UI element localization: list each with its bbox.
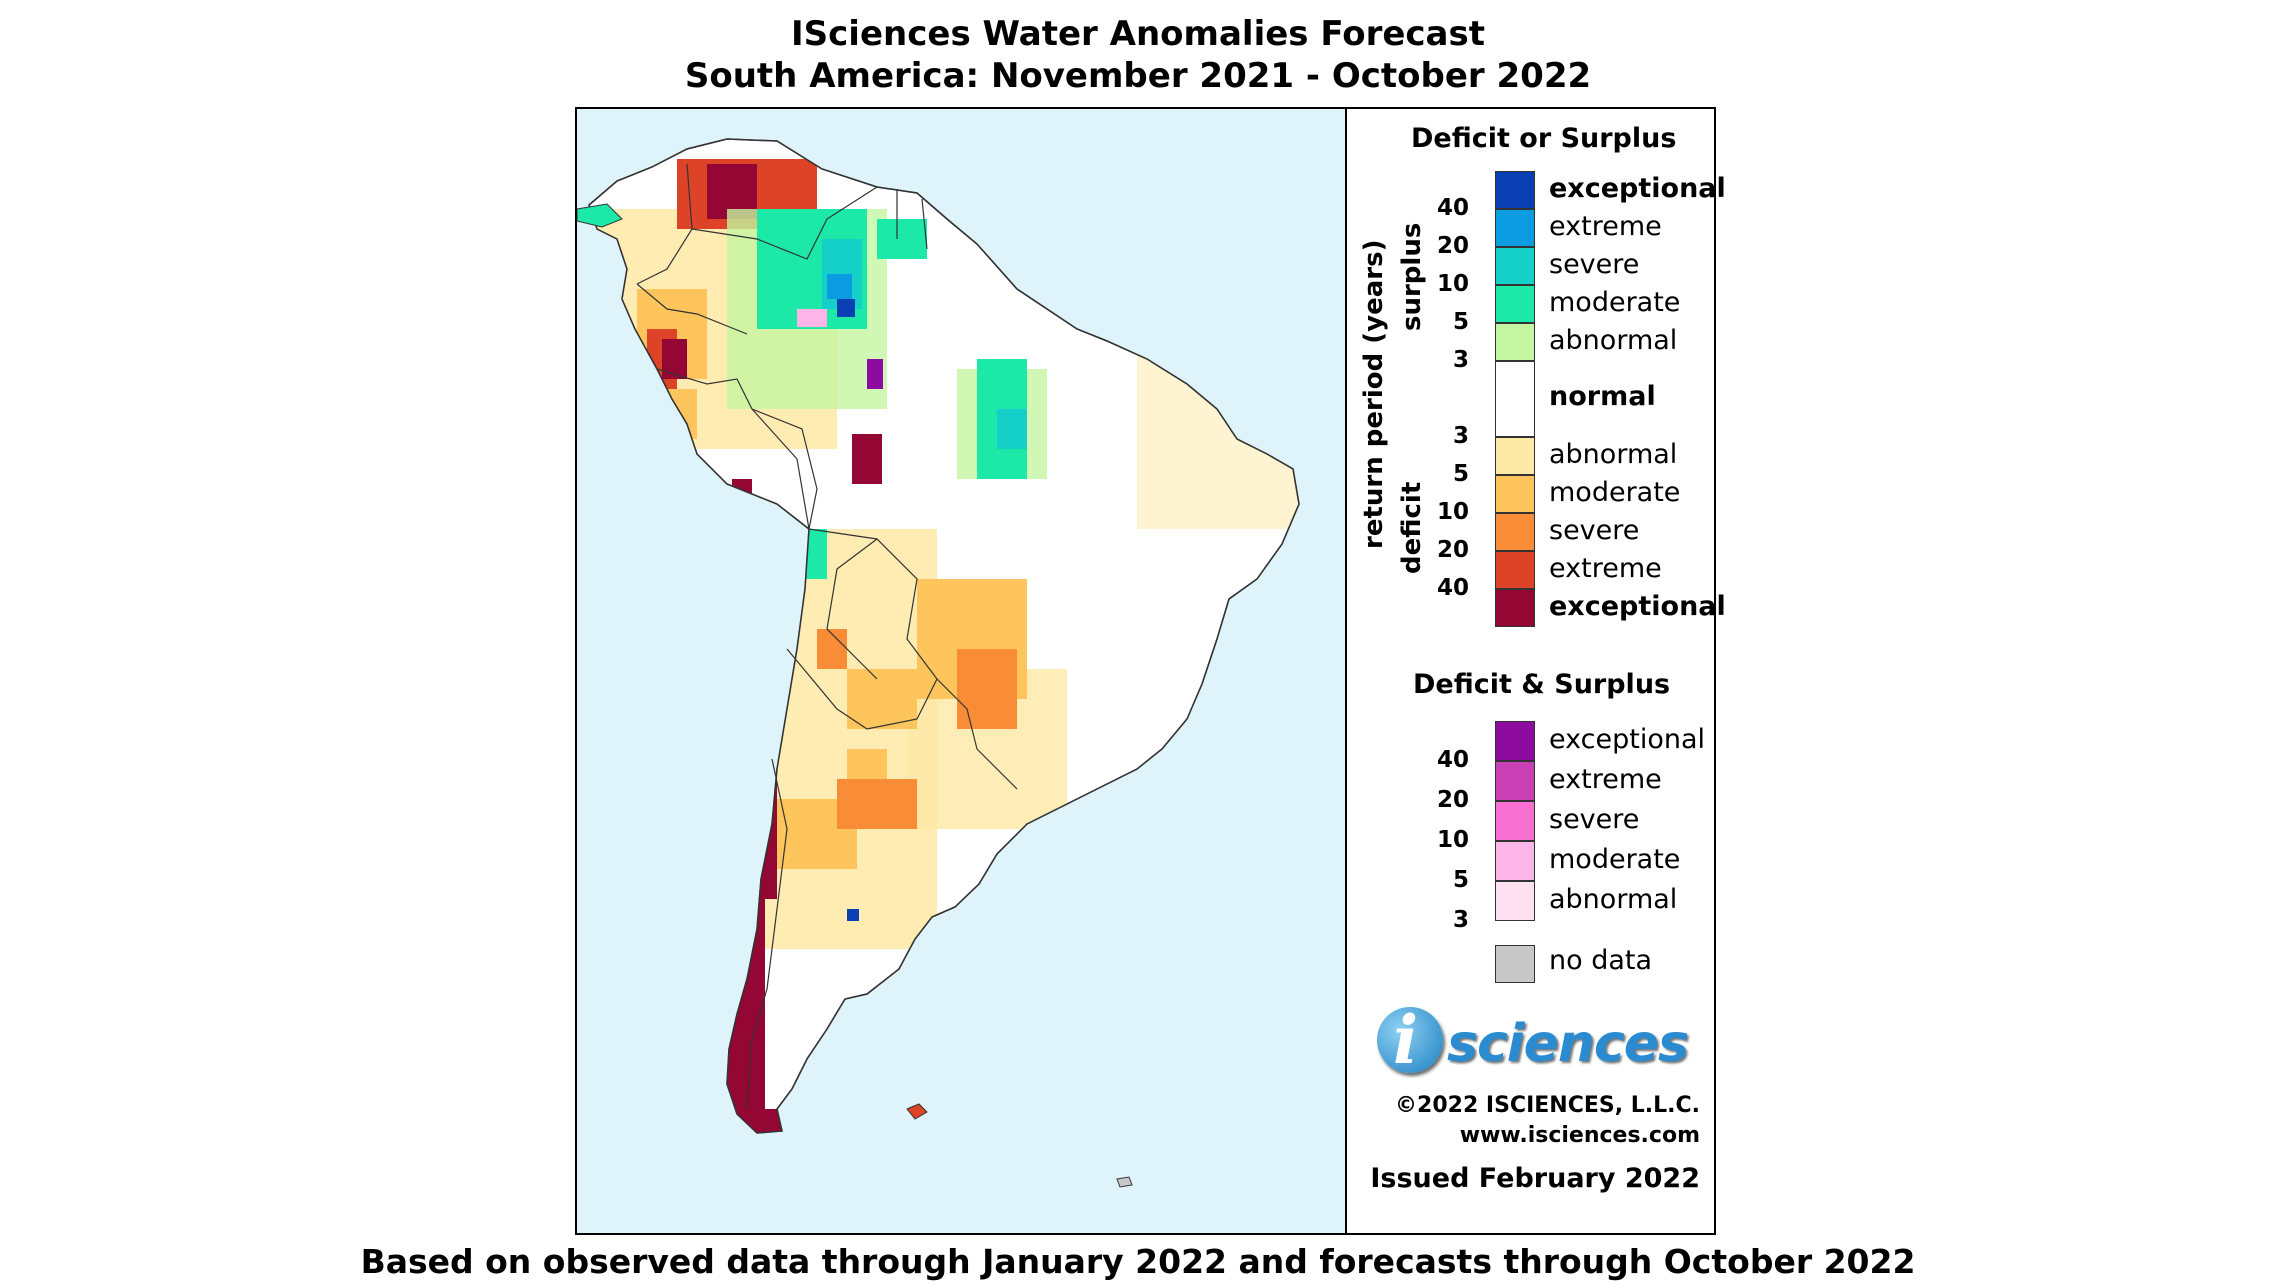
legend-heading-deficit-and-surplus: Deficit & Surplus [1413,669,1671,700]
deficit-swatch-extreme [1495,551,1535,589]
both-swatch-moderate [1495,841,1535,881]
both-swatch-abnormal [1495,881,1535,921]
surplus-tick-5: 5 [1452,309,1469,335]
both-label-severe: severe [1549,804,1640,835]
deficit-tick-5: 5 [1452,461,1469,487]
surplus-label-severe: severe [1549,249,1640,280]
legend-heading-deficit-or-surplus: Deficit or Surplus [1411,123,1677,154]
copyright: ©2022 ISCIENCES, L.L.C. [1395,1093,1700,1118]
deficit-tick-10: 10 [1436,499,1469,525]
surplus-tick-20: 20 [1436,233,1469,259]
deficit-tick-3: 3 [1452,423,1469,449]
figure-frame: Deficit or Surplus return period (years)… [575,107,1726,1235]
deficit-label: deficit [1397,481,1427,574]
map-subtitle: South America: November 2021 - October 2… [684,56,1592,96]
normal-swatch [1495,361,1535,437]
deficit-swatch-severe [1495,513,1535,551]
surplus-label-extreme: extreme [1549,211,1662,242]
deficit-tick-40: 40 [1436,575,1469,601]
website: www.isciences.com [1459,1123,1700,1148]
no-data-label: no data [1549,945,1653,976]
map-title: ISciences Water Anomalies Forecast [791,14,1485,54]
footer-note: Based on observed data through January 2… [360,1242,1916,1281]
both-swatch-extreme [1495,761,1535,801]
deficit-label-exceptional: exceptional [1549,591,1726,622]
deficit-label-moderate: moderate [1549,477,1681,508]
logo-i: i [1393,1001,1419,1079]
surplus-tick-40: 40 [1436,195,1469,221]
both-tick-10: 10 [1436,827,1469,853]
surplus-swatch-severe [1495,247,1535,285]
deficit-swatch-abnormal [1495,437,1535,475]
country-borders [636,163,1018,1110]
both-label-moderate: moderate [1549,844,1681,875]
both-tick-5: 5 [1452,867,1469,893]
axis-label-return-period: return period (years) [1359,239,1389,549]
deficit-tick-20: 20 [1436,537,1469,563]
both-tick-3: 3 [1452,907,1469,933]
surplus-swatch-moderate [1495,285,1535,323]
surplus-swatch-exceptional [1495,171,1535,209]
surplus-label-abnormal: abnormal [1549,325,1678,356]
surplus-tick-3: 3 [1452,347,1469,373]
both-tick-40: 40 [1436,747,1469,773]
deficit-label-abnormal: abnormal [1549,439,1678,470]
deficit-label-severe: severe [1549,515,1640,546]
both-label-abnormal: abnormal [1549,884,1678,915]
both-tick-20: 20 [1436,787,1469,813]
map-canvas [577,138,1300,1188]
issued-date: Issued February 2022 [1370,1163,1700,1194]
deficit-label-extreme: extreme [1549,553,1662,584]
surplus-tick-10: 10 [1436,271,1469,297]
both-label-extreme: extreme [1549,764,1662,795]
surplus-label-exceptional: exceptional [1549,173,1726,204]
surplus-swatch-abnormal [1495,323,1535,361]
logo-wordmark: sciences [1447,1014,1689,1074]
deficit-swatch-moderate [1495,475,1535,513]
surplus-swatch-extreme [1495,209,1535,247]
both-swatch-exceptional [1495,721,1535,761]
isciences-logo-icon [1377,1007,1443,1073]
normal-label: normal [1549,381,1656,412]
both-label-exceptional: exceptional [1549,724,1706,755]
surplus-label: surplus [1397,222,1427,331]
both-swatch-severe [1495,801,1535,841]
surplus-label-moderate: moderate [1549,287,1681,318]
legend-panel: Deficit or Surplus return period (years)… [1347,109,1726,1233]
south-america-map [577,109,1347,1233]
no-data-swatch [1495,945,1535,983]
deficit-swatch-exceptional [1495,589,1535,627]
